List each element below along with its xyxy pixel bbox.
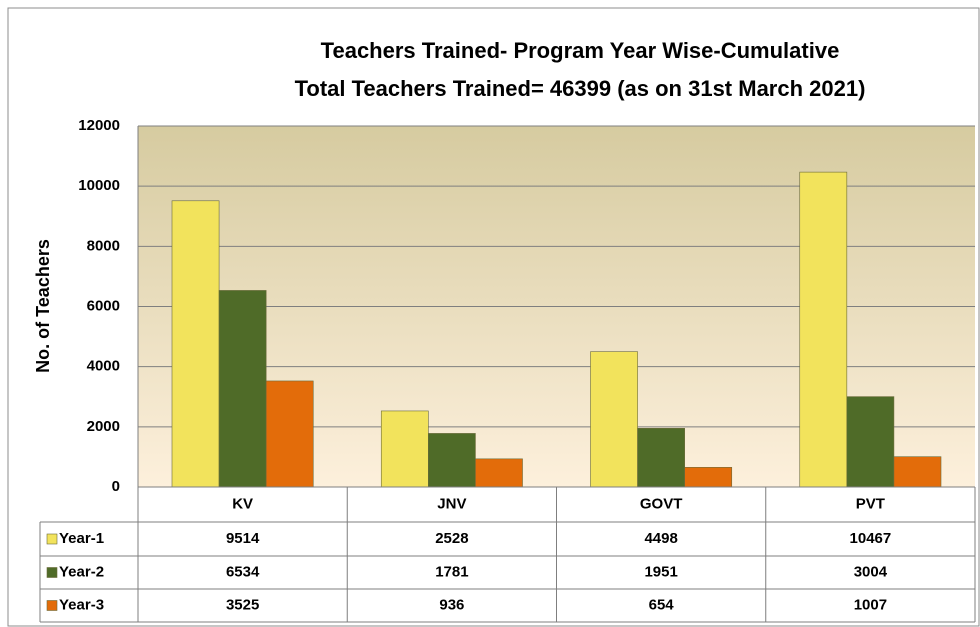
table-cell: 3004 xyxy=(854,563,888,580)
y-tick-label: 10000 xyxy=(78,177,120,194)
bar xyxy=(846,396,895,488)
x-tick-label: GOVT xyxy=(640,495,683,512)
y-axis-label: No. of Teachers xyxy=(33,239,53,373)
bar xyxy=(171,200,220,488)
table-cell: 1781 xyxy=(435,563,468,580)
chart-subtitle: Total Teachers Trained= 46399 (as on 31s… xyxy=(295,76,866,101)
table-cell: 1007 xyxy=(854,596,887,613)
bar xyxy=(265,380,314,488)
table-cell: 9514 xyxy=(226,530,260,547)
y-tick-label: 2000 xyxy=(87,418,120,435)
table-cell: 3525 xyxy=(226,596,259,613)
table-cell: 2528 xyxy=(435,530,468,547)
y-tick-label: 12000 xyxy=(78,117,120,134)
table-cell: 936 xyxy=(439,596,464,613)
legend-swatch xyxy=(46,600,58,611)
table-cell: 654 xyxy=(649,596,675,613)
bar xyxy=(799,171,848,488)
table-cell: 10467 xyxy=(850,530,892,547)
legend-label: Year-1 xyxy=(59,530,104,547)
legend-label: Year-3 xyxy=(59,596,104,613)
x-tick-label: KV xyxy=(232,495,253,512)
table-cell: 6534 xyxy=(226,563,260,580)
bar xyxy=(218,290,267,488)
legend-label: Year-2 xyxy=(59,563,104,580)
table-cell: 1951 xyxy=(644,563,677,580)
bar xyxy=(893,456,942,488)
y-tick-label: 4000 xyxy=(87,358,120,375)
bar xyxy=(428,433,476,488)
bar xyxy=(684,467,733,488)
table-cell: 4498 xyxy=(644,530,677,547)
x-tick-label: PVT xyxy=(856,495,885,512)
legend-swatch xyxy=(46,533,58,545)
legend-swatch xyxy=(46,567,58,578)
bar xyxy=(590,351,638,488)
y-tick-label: 6000 xyxy=(87,297,120,314)
chart-title: Teachers Trained- Program Year Wise-Cumu… xyxy=(321,38,840,63)
bar xyxy=(637,428,685,488)
y-tick-label: 0 xyxy=(112,478,120,495)
bar xyxy=(380,410,429,488)
bar xyxy=(475,458,523,488)
y-tick-label: 8000 xyxy=(87,237,120,254)
x-tick-label: JNV xyxy=(437,495,466,512)
